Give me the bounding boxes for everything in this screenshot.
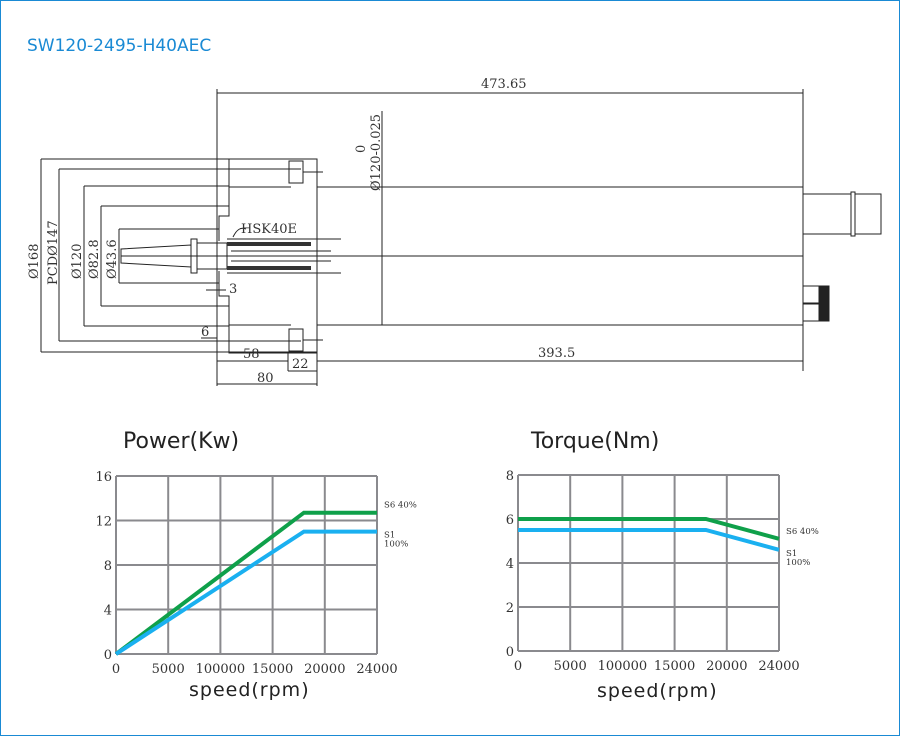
dim-d82-8: Ø82.8 [87, 239, 102, 279]
legend-label: S6 40% [384, 501, 417, 511]
x-tick-label: 100000 [196, 662, 246, 677]
y-tick-label: 8 [506, 469, 514, 484]
dim-body-tolerance: 0 [354, 145, 369, 153]
tool-holder [120, 227, 341, 274]
dim-body-length: 393.5 [538, 346, 575, 361]
dim-overall-length: 473.65 [481, 77, 527, 92]
power-x-axis-label: speed(rpm) [189, 679, 310, 701]
dim-step: 3 [229, 282, 237, 297]
x-tick-label: 0 [112, 662, 120, 677]
model-title: SW120-2495-H40AEC [27, 36, 212, 56]
y-tick-label: 8 [104, 559, 112, 574]
front-housing [218, 158, 318, 354]
x-tick-label: 15000 [252, 662, 293, 677]
series-line-s6 [518, 517, 780, 541]
y-tick-label: 4 [104, 604, 112, 619]
y-tick-label: 0 [506, 645, 514, 660]
x-tick-label: 20000 [304, 662, 345, 677]
x-tick-label: 0 [514, 659, 522, 674]
x-tick-label: 5000 [152, 662, 185, 677]
legend-label: S1 [384, 531, 395, 541]
legend-label: S1 [786, 549, 797, 559]
x-tick-label: 100000 [598, 659, 648, 674]
x-tick-label: 15000 [654, 659, 695, 674]
dim-d43-6: Ø43.6 [105, 239, 120, 279]
x-tick-label: 24000 [356, 662, 397, 677]
power-chart-title: Power(Kw) [123, 429, 240, 454]
y-tick-label: 0 [104, 648, 112, 663]
dim-pcd147: PCDØ147 [46, 220, 61, 285]
legend-label: 100% [384, 540, 408, 550]
series-line-s6 [114, 510, 377, 656]
x-tick-label: 24000 [758, 659, 799, 674]
torque-chart-title: Torque(Nm) [531, 429, 660, 454]
series-line-s1 [518, 528, 780, 552]
torque-x-axis-label: speed(rpm) [597, 680, 718, 702]
legend-label: S6 40% [786, 527, 819, 537]
dim-front-length: 80 [257, 371, 274, 386]
dim-face-offset: 6 [201, 325, 209, 340]
dimension-lines [40, 89, 804, 386]
y-tick-label: 4 [506, 557, 514, 572]
dim-flange-offset: 58 [243, 347, 260, 362]
series-line-s1 [114, 529, 377, 656]
x-tick-label: 20000 [706, 659, 747, 674]
dim-flange-width: 22 [292, 357, 309, 372]
x-tick-label: 5000 [554, 659, 587, 674]
tool-interface-label: HSK40E [241, 222, 297, 237]
dim-d168: Ø168 [27, 244, 42, 279]
dim-body-diameter: Ø120-0.025 [369, 114, 384, 191]
y-tick-label: 16 [95, 470, 112, 485]
y-tick-label: 2 [506, 601, 514, 616]
legend-label: 100% [786, 558, 810, 568]
y-tick-label: 6 [506, 513, 514, 528]
y-tick-label: 12 [95, 515, 112, 530]
dim-d120: Ø120 [70, 244, 85, 279]
spindle-drawing: 473.65 393.5 80 58 22 6 3 HSK40E Ø120-0.… [27, 77, 882, 386]
